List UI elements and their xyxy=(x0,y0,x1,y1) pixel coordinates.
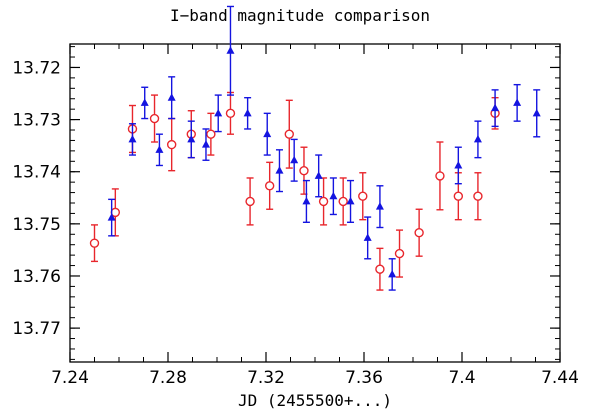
plot-frame xyxy=(69,43,561,363)
x-tick-label: 7.24 xyxy=(51,368,89,388)
x-tick-label: 7.44 xyxy=(541,368,579,388)
data-point-circle xyxy=(338,196,348,207)
data-point-triangle xyxy=(128,134,137,143)
data-point-triangle xyxy=(375,202,384,210)
data-point-triangle xyxy=(363,233,372,241)
data-point-circle xyxy=(299,165,309,176)
data-point-triangle xyxy=(167,93,176,101)
y-tick-label: 13.74 xyxy=(12,163,61,183)
data-point-circle xyxy=(225,108,236,119)
series-layer xyxy=(89,5,541,291)
data-point-triangle xyxy=(243,108,252,117)
series-red xyxy=(89,91,500,291)
x-tick-label: 7.36 xyxy=(345,368,383,388)
data-point-circle xyxy=(149,113,160,124)
data-point-triangle xyxy=(314,171,323,179)
x-tick-label: 7.4 xyxy=(448,368,475,388)
data-point-triangle xyxy=(107,213,116,221)
data-point-circle xyxy=(358,191,368,201)
y-tick-label: 13.75 xyxy=(12,215,61,235)
data-point-triangle xyxy=(346,196,355,205)
data-point-circle xyxy=(473,191,483,201)
x-tick-label: 7.32 xyxy=(247,368,285,388)
chart-title: I−band magnitude comparison xyxy=(170,6,430,25)
data-point-triangle xyxy=(226,46,235,54)
data-point-triangle xyxy=(473,134,482,143)
data-point-triangle xyxy=(214,108,223,117)
data-point-triangle xyxy=(140,98,149,106)
x-tick-label: 7.28 xyxy=(149,368,187,388)
data-point-triangle xyxy=(187,134,196,143)
data-point-circle xyxy=(206,129,216,139)
data-point-circle xyxy=(414,228,424,238)
data-point-triangle xyxy=(275,166,284,174)
axis-ticks xyxy=(69,44,561,362)
data-point-circle xyxy=(264,181,275,191)
data-point-circle xyxy=(284,129,294,139)
y-tick-label: 13.76 xyxy=(12,267,61,287)
data-point-circle xyxy=(435,171,445,181)
x-tick-labels: 7.24 7.28 7.32 7.36 7.4 7.44 xyxy=(51,368,579,388)
data-point-triangle xyxy=(454,160,463,169)
y-tick-label: 13.73 xyxy=(12,111,61,131)
data-point-circle xyxy=(245,196,255,207)
data-point-triangle xyxy=(329,191,338,200)
y-tick-label: 13.77 xyxy=(12,319,61,339)
data-point-circle xyxy=(166,139,177,150)
series-blue xyxy=(107,5,541,291)
data-point-circle xyxy=(318,196,329,207)
data-point-triangle xyxy=(302,196,311,205)
data-point-triangle xyxy=(263,129,272,138)
data-point-circle xyxy=(375,264,385,274)
data-point-circle xyxy=(394,248,405,259)
data-point-triangle xyxy=(532,108,541,117)
data-point-triangle xyxy=(491,103,500,112)
data-point-circle xyxy=(453,191,464,201)
x-axis-label: JD (2455500+...) xyxy=(238,391,392,410)
data-point-triangle xyxy=(513,98,522,106)
data-point-triangle xyxy=(155,145,164,153)
y-tick-labels: 13.72 13.73 13.74 13.75 13.76 13.77 xyxy=(12,58,61,339)
data-point-circle xyxy=(89,238,100,248)
y-tick-label: 13.72 xyxy=(12,58,61,78)
data-point-triangle xyxy=(201,140,210,148)
data-point-triangle xyxy=(388,269,397,278)
data-point-triangle xyxy=(290,155,299,164)
